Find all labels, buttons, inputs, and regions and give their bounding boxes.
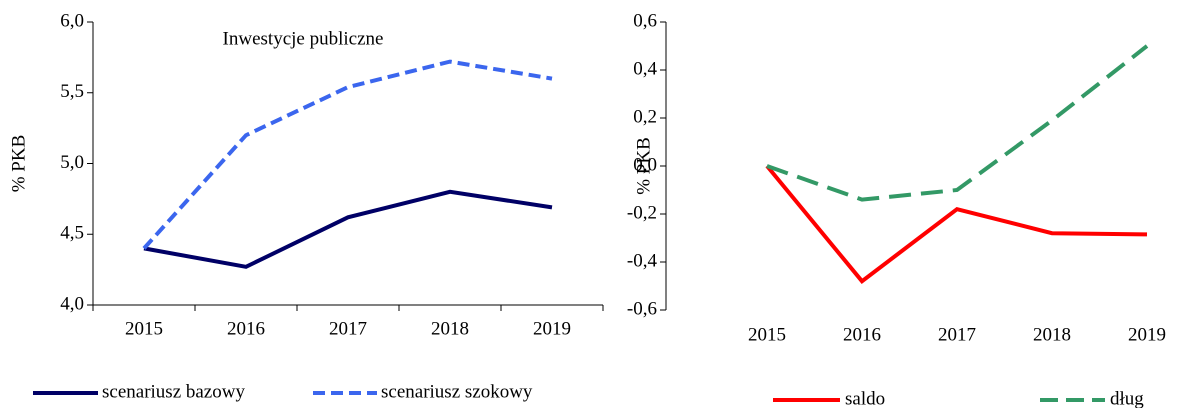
x-tick-label: 2018	[431, 318, 469, 339]
legend-label: saldo	[845, 388, 885, 408]
y-axis-label: % PKB	[633, 137, 654, 195]
y-tick-label: 4,0	[60, 293, 84, 314]
series-line	[765, 164, 1148, 284]
legend-label: scenariusz szokowy	[381, 381, 533, 402]
legend-label: dług	[1110, 388, 1144, 408]
annotation: Inwestycje publiczne	[223, 28, 384, 49]
x-tick-label: 2015	[748, 324, 786, 345]
y-tick-label: 0,0	[633, 154, 657, 175]
y-tick-label: 0,4	[633, 58, 657, 79]
legend-label: scenariusz bazowy	[102, 381, 245, 402]
y-tick-label: 4,5	[60, 223, 84, 244]
series-line	[766, 44, 1149, 202]
y-tick-label: -0,4	[627, 250, 658, 271]
y-tick-label: -0,6	[627, 298, 657, 319]
x-tick-label: 2015	[125, 318, 163, 339]
y-tick-label: 0,6	[633, 10, 657, 31]
series-line	[143, 189, 553, 269]
y-tick-label: 0,2	[633, 106, 657, 127]
x-tick-label: 2019	[533, 318, 571, 339]
x-tick-label: 2018	[1033, 324, 1071, 345]
x-tick-label: 2016	[843, 324, 881, 345]
y-axis-label: % PKB	[8, 135, 29, 193]
y-tick-label: 5,5	[60, 81, 84, 102]
series-line	[142, 59, 553, 250]
y-tick-label: 5,0	[60, 152, 84, 173]
x-tick-label: 2019	[1128, 324, 1166, 345]
x-tick-label: 2017	[938, 324, 976, 345]
y-tick-label: 6,0	[60, 10, 84, 31]
x-tick-label: 2016	[227, 318, 265, 339]
y-tick-label: -0,2	[627, 202, 657, 223]
x-tick-label: 2017	[329, 318, 367, 339]
